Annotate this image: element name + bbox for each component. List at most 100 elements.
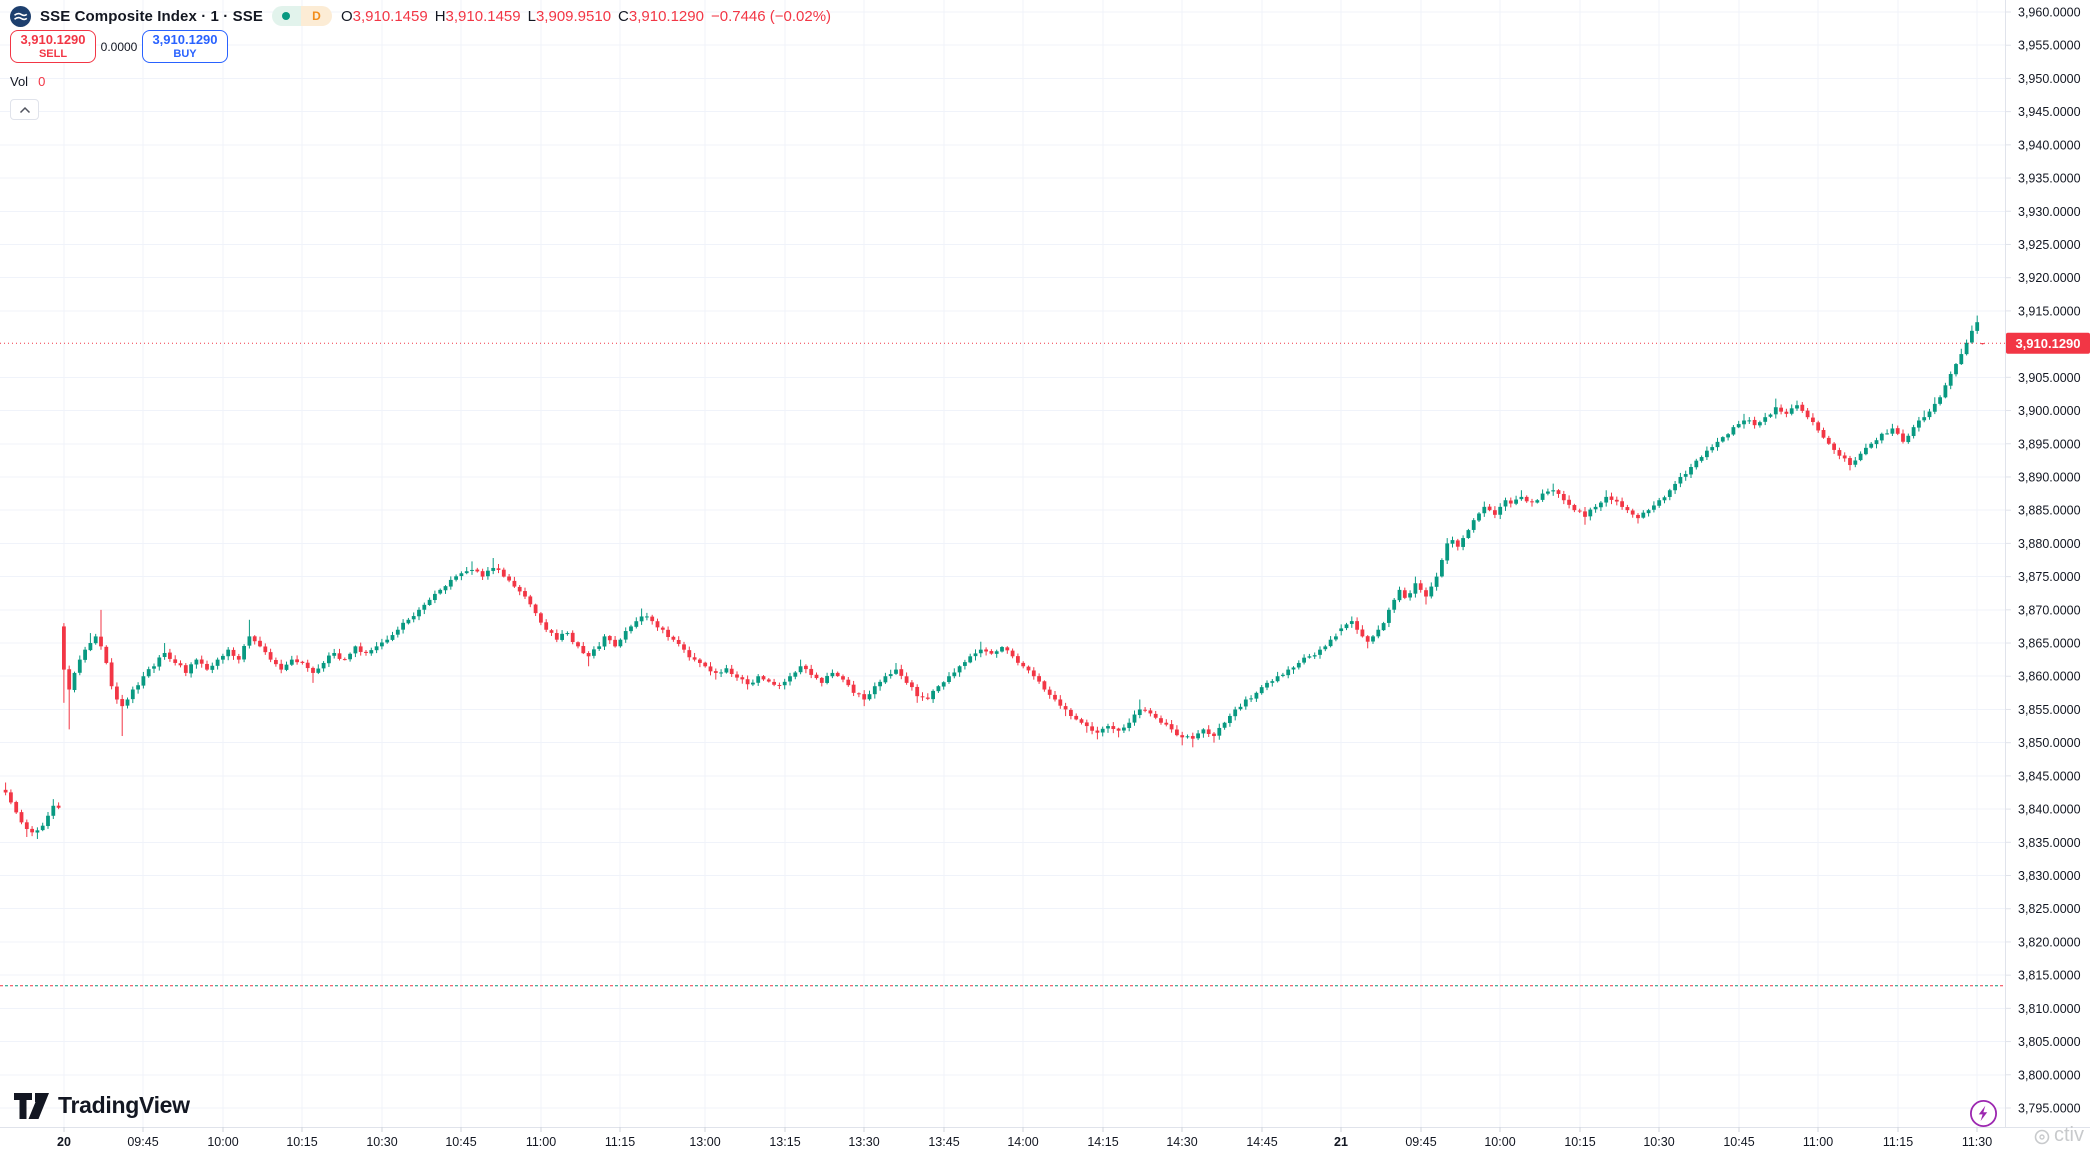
candle-body — [454, 576, 458, 580]
candle-body — [745, 679, 750, 685]
time-tick-label: 13:45 — [928, 1135, 959, 1149]
candle-body — [480, 571, 485, 577]
candle-body — [1869, 443, 1874, 448]
candle-body — [1821, 430, 1826, 438]
sell-button[interactable]: 3,910.1290 SELL — [10, 30, 96, 63]
candle-body — [1302, 657, 1306, 663]
time-tick-label: 09:45 — [127, 1135, 158, 1149]
candle-body — [994, 651, 999, 654]
candle-body — [130, 689, 135, 700]
candle-body — [1132, 714, 1137, 723]
candle-body — [35, 830, 40, 833]
candle-body — [1583, 511, 1587, 517]
sell-label: SELL — [38, 47, 68, 60]
candle-body — [1243, 699, 1248, 707]
candle-body — [671, 636, 676, 640]
candle-body — [724, 668, 729, 673]
candle-body — [1620, 501, 1624, 507]
candle-body — [1217, 727, 1222, 736]
time-axis[interactable]: 20 09:45 10:00 10:15 10:30 10:45 11:00 11:15 13:… — [57, 1127, 1992, 1149]
time-tick-label: 10:45 — [445, 1135, 476, 1149]
candle-body — [1879, 433, 1884, 441]
price-tick-label: 3,960.0000 — [2018, 6, 2081, 20]
candle-body — [1344, 624, 1349, 629]
candle-body — [1736, 424, 1741, 428]
candle-body — [825, 675, 829, 683]
candle-body — [1206, 729, 1211, 735]
price-tick-label: 3,930.0000 — [2018, 205, 2081, 219]
ohlc-values: O3,910.1459 H3,910.1459 L3,909.9510 C3,9… — [341, 8, 831, 25]
candle-body — [1805, 410, 1810, 418]
candle-body — [9, 792, 13, 803]
candle-body — [369, 650, 374, 654]
candle-body — [676, 639, 681, 644]
candle-body — [761, 676, 766, 680]
candle-body — [464, 571, 469, 574]
candle-body — [1063, 706, 1068, 710]
spread-value: 0.0000 — [100, 39, 138, 54]
price-tick-label: 3,880.0000 — [2018, 537, 2081, 551]
time-tick-label: 10:00 — [1484, 1135, 1515, 1149]
candle-body — [1429, 586, 1434, 597]
candle-body — [936, 686, 941, 692]
candle-body — [1874, 440, 1879, 445]
candle-body — [978, 649, 983, 654]
candle-body — [364, 651, 368, 653]
candle-body — [189, 664, 193, 674]
candle-body — [385, 639, 390, 643]
candle-body — [1387, 609, 1391, 623]
candle-body — [1376, 629, 1381, 637]
candle-body — [1630, 510, 1635, 515]
candle-body — [438, 589, 443, 594]
candle-body — [533, 604, 538, 614]
candle-body — [141, 676, 146, 686]
candle-body — [247, 636, 252, 646]
grid-lines — [0, 0, 2005, 1127]
tradingview-brand-link[interactable]: TradingView — [14, 1092, 190, 1119]
time-tick-label: 14:00 — [1007, 1135, 1038, 1149]
candle-body — [1402, 590, 1407, 598]
candle-body — [1233, 709, 1238, 717]
candle-body — [1890, 428, 1895, 434]
candle-body — [1000, 647, 1004, 652]
symbol-logo-icon[interactable] — [10, 5, 31, 27]
candle-body — [1508, 500, 1513, 504]
candle-body — [1392, 599, 1397, 610]
candle-body — [178, 663, 183, 666]
candle-body — [1811, 417, 1815, 422]
candle-body — [804, 665, 808, 670]
candle-body — [581, 646, 586, 654]
candle-body — [1196, 733, 1200, 739]
candle-body — [1742, 420, 1746, 425]
price-tick-label: 3,850.0000 — [2018, 736, 2081, 750]
time-tick-label: 20 — [57, 1135, 71, 1149]
time-tick-label: 13:30 — [848, 1135, 879, 1149]
price-tick-label: 3,875.0000 — [2018, 570, 2081, 584]
candle-body — [1551, 490, 1556, 492]
collapse-legend-button[interactable] — [10, 99, 39, 120]
candle-body — [512, 580, 517, 587]
candle-body — [395, 629, 400, 635]
price-axis[interactable]: 3,960.0000 3,955.0000 3,950.0000 3,945.0000… — [2005, 6, 2081, 1116]
market-status-badge[interactable]: D — [271, 6, 332, 26]
symbol-title[interactable]: SSE Composite Index · 1 · SSE — [40, 7, 263, 25]
data-status-button[interactable] — [1969, 1099, 1998, 1128]
candle-body — [703, 662, 708, 667]
candle-body — [88, 643, 93, 651]
candle-body — [782, 681, 787, 686]
time-tick-label: 11:00 — [526, 1135, 556, 1149]
candle-body — [1689, 467, 1693, 475]
candle-body — [226, 649, 231, 657]
candle-body — [682, 644, 686, 650]
price-tick-label: 3,905.0000 — [2018, 371, 2081, 385]
price-tick-label: 3,795.0000 — [2018, 1101, 2081, 1115]
svg-text:3,910.1290: 3,910.1290 — [2015, 336, 2080, 351]
candle-body — [692, 657, 697, 660]
buy-button[interactable]: 3,910.1290 BUY — [142, 30, 228, 63]
candle-body — [1625, 507, 1630, 511]
candle-body — [115, 686, 119, 700]
candle-body — [417, 609, 421, 617]
candle-body — [565, 633, 570, 635]
candle-body — [766, 679, 771, 682]
